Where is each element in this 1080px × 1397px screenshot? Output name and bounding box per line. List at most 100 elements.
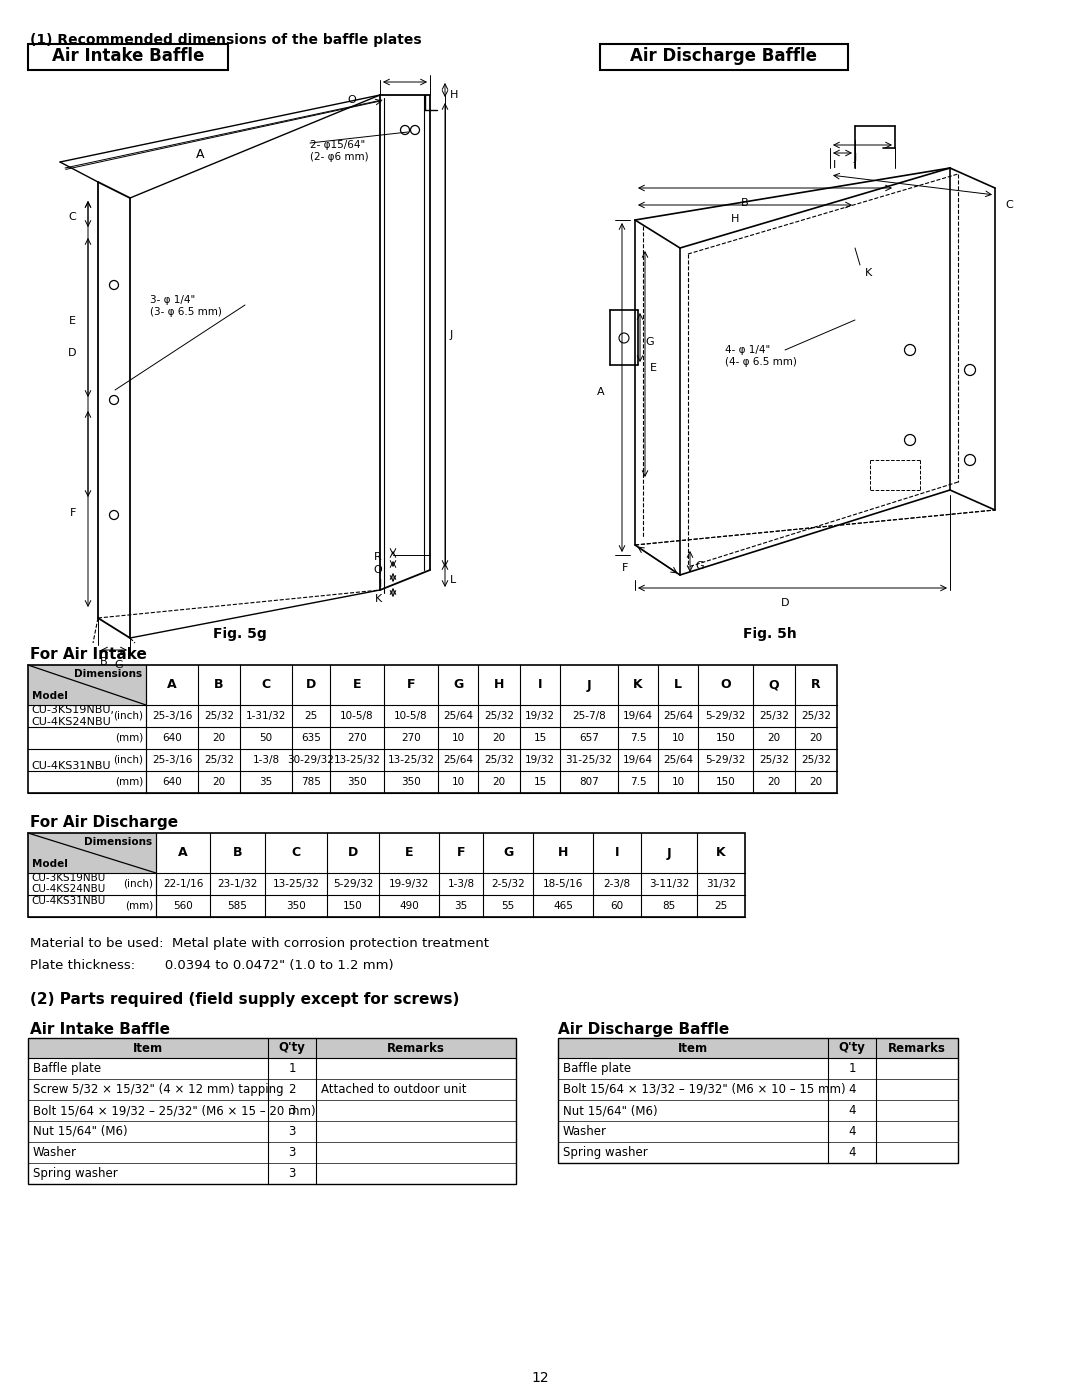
Text: (inch): (inch) [113,754,143,766]
Text: 25/32: 25/32 [484,754,514,766]
Text: 20: 20 [492,777,505,787]
Text: Plate thickness:       0.0394 to 0.0472" (1.0 to 1.2 mm): Plate thickness: 0.0394 to 0.0472" (1.0 … [30,958,393,972]
Text: K: K [865,268,873,278]
Text: F: F [457,847,465,859]
Text: Nut 15/64" (M6): Nut 15/64" (M6) [563,1104,658,1118]
Text: (mm): (mm) [114,777,143,787]
Text: Q'ty: Q'ty [279,1042,306,1055]
Text: E: E [353,679,361,692]
Text: 20: 20 [768,733,781,743]
Text: L: L [674,679,681,692]
Text: I: I [538,679,542,692]
Text: 19/32: 19/32 [525,754,555,766]
Text: 150: 150 [716,733,735,743]
Bar [28,1038,516,1185]
Text: G: G [696,562,704,571]
Text: 1-31/32: 1-31/32 [246,711,286,721]
Text: 3- φ 1/4"
(3- φ 6.5 mm): 3- φ 1/4" (3- φ 6.5 mm) [150,295,221,317]
Text: 19/64: 19/64 [623,754,653,766]
Text: B: B [741,198,748,208]
Text: Remarks: Remarks [888,1042,946,1055]
Text: Bolt 15/64 × 13/32 – 19/32" (M6 × 10 – 15 mm): Bolt 15/64 × 13/32 – 19/32" (M6 × 10 – 1… [563,1083,846,1097]
Text: J: J [853,154,856,163]
Text: 25/32: 25/32 [801,711,831,721]
Text: 2: 2 [288,1083,296,1097]
Text: G: G [503,847,513,859]
Text: G: G [114,659,123,671]
Text: 490: 490 [400,901,419,911]
Text: 12: 12 [531,1370,549,1384]
Text: (2) Parts required (field supply except for screws): (2) Parts required (field supply except … [30,992,459,1007]
Text: O: O [720,679,731,692]
Text: 55: 55 [501,901,515,911]
Text: Washer: Washer [33,1146,77,1160]
Text: 150: 150 [716,777,735,787]
Text: J: J [450,330,454,339]
Text: 31-25/32: 31-25/32 [566,754,612,766]
Text: 23-1/32: 23-1/32 [217,879,258,888]
Text: 25/64: 25/64 [663,711,693,721]
Text: 25-7/8: 25-7/8 [572,711,606,721]
Text: 2-5/32: 2-5/32 [491,879,525,888]
Text: 20: 20 [768,777,781,787]
Text: 20: 20 [492,733,505,743]
Text: Air Intake Baffle: Air Intake Baffle [52,47,204,66]
Text: H: H [557,847,568,859]
Text: J: J [666,847,672,859]
Text: 20: 20 [213,733,226,743]
Text: 60: 60 [610,901,623,911]
Text: 20: 20 [809,733,823,743]
Text: 18-5/16: 18-5/16 [543,879,583,888]
Text: 5-29/32: 5-29/32 [333,879,374,888]
Text: R: R [811,679,821,692]
Text: CU-4KS31NBU: CU-4KS31NBU [31,761,110,771]
Text: Spring washer: Spring washer [33,1166,118,1180]
Text: D: D [781,598,789,608]
Text: 25/32: 25/32 [204,754,234,766]
Text: 15: 15 [534,733,546,743]
Text: For Air Discharge: For Air Discharge [30,814,178,830]
Text: 640: 640 [162,733,181,743]
Text: 25-3/16: 25-3/16 [152,711,192,721]
Text: 1-3/8: 1-3/8 [253,754,280,766]
Text: Q: Q [769,679,780,692]
Text: R: R [375,552,382,562]
Text: H: H [450,89,458,101]
Text: Q'ty: Q'ty [838,1042,865,1055]
Text: 10: 10 [451,777,464,787]
Bar [558,1038,958,1162]
Text: CU-3KS19NBU
CU-4KS24NBU
CU-4KS31NBU: CU-3KS19NBU CU-4KS24NBU CU-4KS31NBU [31,873,105,907]
Text: 2-3/8: 2-3/8 [604,879,631,888]
Text: D: D [67,348,76,358]
Text: E: E [405,847,414,859]
Text: 85: 85 [662,901,676,911]
Text: 3: 3 [288,1104,296,1118]
Text: 25/64: 25/64 [443,711,473,721]
Text: 4: 4 [848,1083,855,1097]
Text: 657: 657 [579,733,599,743]
Text: Washer: Washer [563,1125,607,1139]
Bar [558,1038,958,1058]
Text: 19/32: 19/32 [525,711,555,721]
Text: Model: Model [32,692,68,701]
Text: 25/64: 25/64 [663,754,693,766]
Text: I: I [834,161,837,170]
Text: 635: 635 [301,733,321,743]
Text: 50: 50 [259,733,272,743]
Text: Bolt 15/64 × 19/32 – 25/32" (M6 × 15 – 20 mm): Bolt 15/64 × 19/32 – 25/32" (M6 × 15 – 2… [33,1104,315,1118]
Text: 19-9/32: 19-9/32 [389,879,429,888]
Text: 150: 150 [343,901,363,911]
Text: 4: 4 [848,1146,855,1160]
Text: 1-3/8: 1-3/8 [447,879,474,888]
Text: H: H [494,679,504,692]
Bar [600,43,848,70]
Text: Nut 15/64" (M6): Nut 15/64" (M6) [33,1125,127,1139]
Text: K: K [716,847,726,859]
Bar [28,665,837,793]
Text: 35: 35 [455,901,468,911]
Text: Item: Item [678,1042,708,1055]
Text: Remarks: Remarks [387,1042,445,1055]
Text: C: C [261,679,271,692]
Text: 10: 10 [451,733,464,743]
Text: 10: 10 [672,733,685,743]
